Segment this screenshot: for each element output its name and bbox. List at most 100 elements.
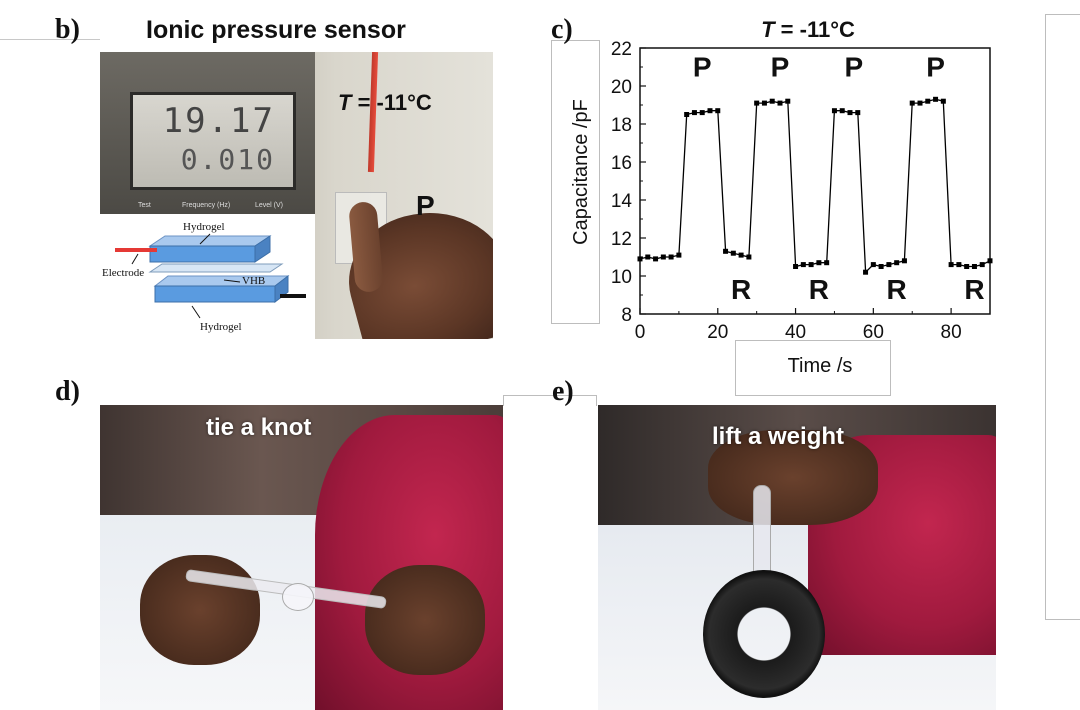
data-point — [769, 98, 775, 104]
data-point — [699, 110, 705, 116]
lifting-hand — [708, 430, 878, 525]
caption-tie-a-knot: tie a knot — [206, 414, 312, 441]
bottom-hydrogel-top-face — [153, 275, 290, 287]
meter-display: 19.17 0.010 — [130, 92, 296, 190]
data-point — [987, 258, 993, 264]
panel-label-b: b) — [55, 14, 80, 45]
x-tick-label: 40 — [785, 322, 806, 343]
arrow-electrode — [131, 253, 139, 265]
data-point — [933, 96, 939, 102]
top-hydrogel-front-face — [149, 245, 256, 263]
data-point — [824, 260, 830, 266]
data-point — [800, 262, 806, 268]
data-point — [839, 108, 845, 114]
electrode-black — [280, 294, 306, 298]
released-label: R — [964, 274, 984, 305]
chart-xlabel: Time /s — [788, 355, 853, 377]
arrow-vhb — [223, 279, 241, 283]
top-hydrogel-top-face — [148, 235, 272, 247]
x-tick-label: 20 — [707, 322, 728, 343]
inset-label-vhb: VHB — [242, 275, 265, 287]
hydrogel-knot — [282, 583, 314, 611]
data-point — [660, 254, 666, 260]
data-point — [855, 110, 861, 116]
data-point — [964, 264, 970, 269]
data-point — [691, 110, 697, 116]
data-point — [723, 248, 729, 254]
data-point — [707, 108, 713, 114]
chart-ylabel-box — [551, 40, 600, 324]
chart-title: T = -11°C — [761, 17, 855, 42]
knot-photo: tie a knot — [100, 405, 503, 710]
electrode-red — [115, 248, 157, 252]
data-point — [878, 264, 884, 269]
data-point — [653, 256, 659, 262]
caption-lift-a-weight: lift a weight — [712, 423, 844, 450]
steel-ring-weight — [703, 570, 825, 698]
data-point — [847, 110, 853, 116]
vhb-layer — [148, 263, 284, 273]
data-point — [684, 112, 690, 117]
y-tick-label: 20 — [611, 77, 632, 98]
chart-title-symbol: T — [761, 17, 776, 42]
sensor-photo: 19.17 0.010 Test Frequency (Hz) Level (V… — [100, 52, 493, 339]
right-empty-frame — [1045, 14, 1080, 620]
data-point — [754, 100, 760, 106]
data-point — [746, 254, 752, 260]
x-tick-label: 0 — [635, 322, 646, 343]
inset-label-hydrogel-top: Hydrogel — [183, 221, 225, 233]
data-point — [785, 98, 791, 104]
data-point — [808, 262, 814, 268]
y-tick-label: 12 — [611, 229, 632, 250]
right-hand — [365, 565, 485, 675]
data-point — [831, 108, 837, 114]
meter-sub-reading: 0.010 — [180, 143, 275, 176]
chart-xlabel-box — [735, 340, 891, 396]
data-point — [925, 98, 931, 104]
chart-series — [637, 96, 993, 275]
panel-label-d: d) — [55, 376, 80, 407]
pressed-label: P — [926, 52, 945, 83]
panel-label-c: c) — [551, 14, 573, 45]
temperature-label: T = -11°C — [338, 90, 432, 116]
data-point — [863, 269, 869, 275]
sensor-structure-inset: Hydrogel Electrode VHB Hydrogel — [100, 214, 315, 339]
capacitance-line — [639, 98, 991, 274]
data-point — [761, 100, 767, 106]
data-point — [940, 98, 946, 104]
released-label: R — [887, 274, 907, 305]
y-tick-label: 16 — [611, 153, 632, 174]
released-label: R — [731, 274, 751, 305]
chart-title-value: = -11°C — [775, 17, 855, 42]
pressed-label: P — [771, 52, 790, 83]
data-point — [645, 254, 651, 260]
data-point — [909, 100, 915, 106]
top-hydrogel-side-face — [254, 235, 271, 263]
arrow-hydrogel-bottom — [191, 305, 201, 319]
y-tick-label: 22 — [611, 39, 632, 60]
data-point — [971, 264, 977, 269]
data-point — [777, 100, 783, 106]
meter-label-level: Level (V) — [255, 202, 284, 209]
data-point — [917, 100, 923, 106]
lcr-meter: 19.17 0.010 Test Frequency (Hz) Level (V… — [100, 52, 315, 222]
pressed-label: P — [693, 52, 712, 83]
data-point — [948, 262, 954, 268]
y-tick-label: 10 — [611, 267, 632, 288]
panel-label-e: e) — [552, 376, 574, 407]
capacitance-chart: T = -11°C Capacitance /pF Time /s 8 10 12 1… — [570, 17, 993, 377]
inset-label-hydrogel-bottom: Hydrogel — [200, 321, 242, 333]
chart-axes: 8 10 12 14 16 18 20 22 0 20 40 60 80 — [611, 39, 991, 343]
bottom-hydrogel-side-face — [274, 274, 289, 304]
data-point — [901, 258, 907, 264]
weight-photo: lift a weight — [598, 405, 996, 710]
top-left-divider — [0, 39, 100, 40]
data-point — [637, 256, 643, 262]
pressed-label: P — [845, 52, 864, 83]
x-tick-label: 80 — [941, 322, 962, 343]
panel-b-title: Ionic pressure sensor — [146, 16, 406, 44]
data-point — [870, 262, 876, 268]
y-tick-label: 18 — [611, 115, 632, 136]
y-tick-label: 14 — [611, 191, 633, 212]
data-point — [956, 262, 962, 268]
